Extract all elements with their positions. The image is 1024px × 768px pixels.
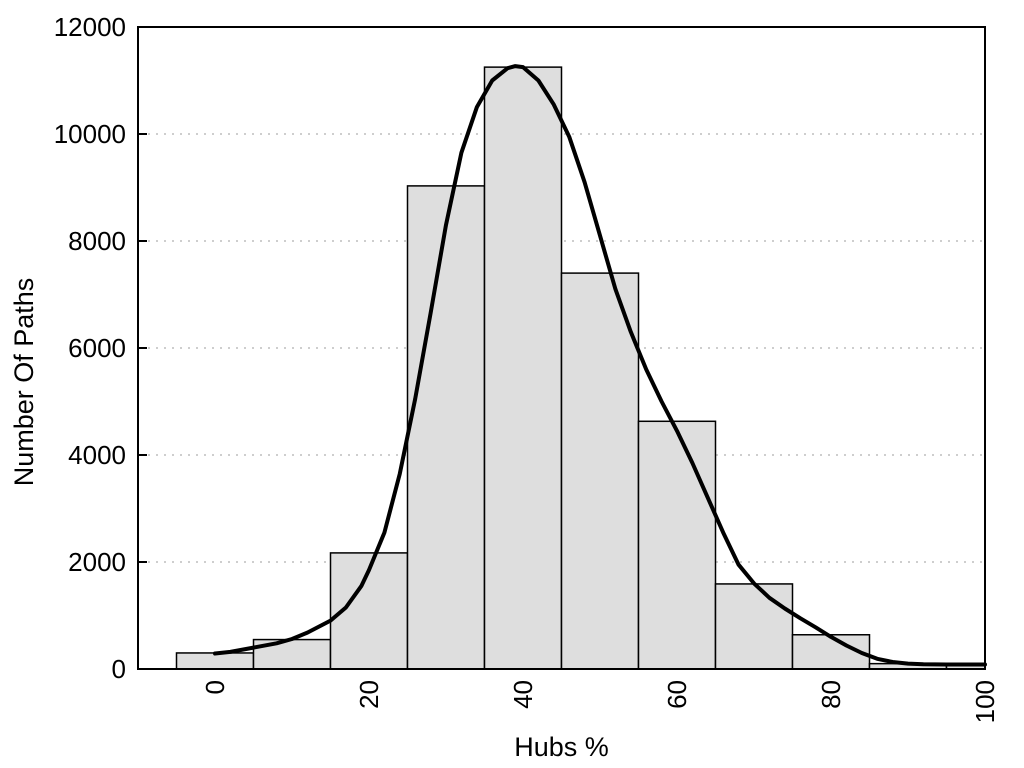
y-tick-label: 0	[112, 654, 126, 684]
x-tick-label: 0	[200, 680, 230, 694]
density-curve	[213, 64, 987, 667]
histogram-bar	[560, 272, 640, 670]
y-tick-label: 8000	[68, 226, 126, 256]
x-axis-title: Hubs %	[514, 732, 609, 762]
y-tick-label: 2000	[68, 547, 126, 577]
y-axis-title: Number Of Paths	[8, 277, 39, 487]
histogram-bar	[483, 66, 563, 670]
y-tick-label: 6000	[68, 333, 126, 363]
histogram-bar	[406, 185, 486, 670]
y-tick-label: 12000	[54, 12, 126, 42]
histogram-bar	[637, 420, 717, 670]
x-tick-label: 20	[354, 680, 384, 709]
x-tick-label: 60	[662, 680, 692, 709]
x-tick-label: 80	[816, 680, 846, 709]
x-tick-label: 100	[970, 680, 1000, 723]
y-tick-label: 10000	[54, 119, 126, 149]
y-tick-label: 4000	[68, 440, 126, 470]
x-tick-label: 40	[508, 680, 538, 709]
histogram-bar	[714, 583, 794, 670]
plot-border	[137, 26, 986, 670]
